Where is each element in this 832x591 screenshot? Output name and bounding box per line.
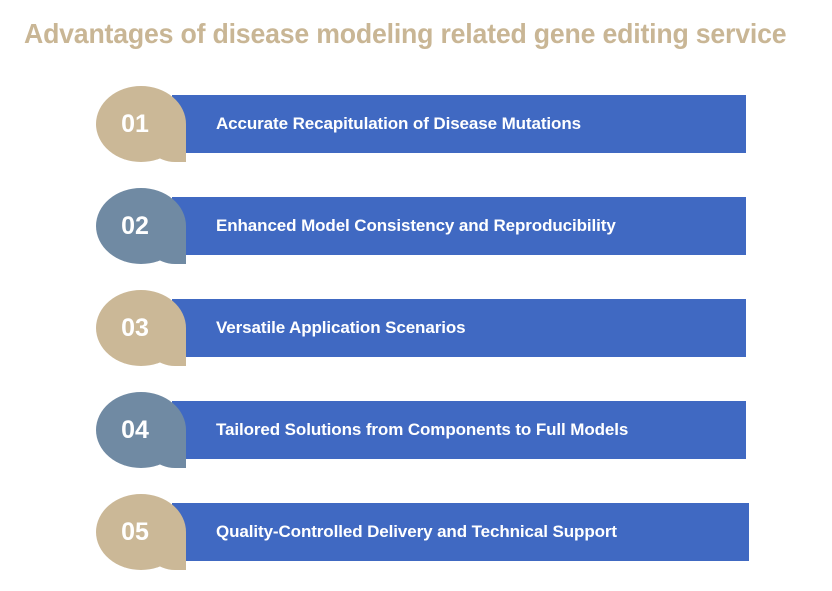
item-number-badge: 01 [96,86,186,162]
item-label: Enhanced Model Consistency and Reproduci… [216,216,616,235]
item-number-badge: 02 [96,188,186,264]
item-label: Tailored Solutions from Components to Fu… [216,420,629,439]
item-number-badge: 05 [96,494,186,570]
page-title: Advantages of disease modeling related g… [24,18,787,49]
item-label: Versatile Application Scenarios [216,318,466,337]
item-bar: Versatile Application Scenarios [172,299,746,357]
list-item[interactable]: Tailored Solutions from Components to Fu… [0,392,832,481]
item-label: Accurate Recapitulation of Disease Mutat… [216,114,581,133]
item-number: 03 [121,314,149,342]
list-item[interactable]: Quality-Controlled Delivery and Technica… [0,494,832,583]
list-item[interactable]: Versatile Application Scenarios 03 [0,290,832,379]
item-number-badge: 03 [96,290,186,366]
item-bar: Quality-Controlled Delivery and Technica… [172,503,749,561]
list-item[interactable]: Accurate Recapitulation of Disease Mutat… [0,86,832,175]
item-number: 04 [121,416,149,444]
item-number: 02 [121,212,149,240]
item-number: 05 [121,518,149,546]
item-label: Quality-Controlled Delivery and Technica… [216,522,617,541]
item-bar: Enhanced Model Consistency and Reproduci… [172,197,746,255]
item-bar: Accurate Recapitulation of Disease Mutat… [172,95,746,153]
list-item[interactable]: Enhanced Model Consistency and Reproduci… [0,188,832,277]
item-number: 01 [121,110,149,138]
item-bar: Tailored Solutions from Components to Fu… [172,401,746,459]
item-number-badge: 04 [96,392,186,468]
